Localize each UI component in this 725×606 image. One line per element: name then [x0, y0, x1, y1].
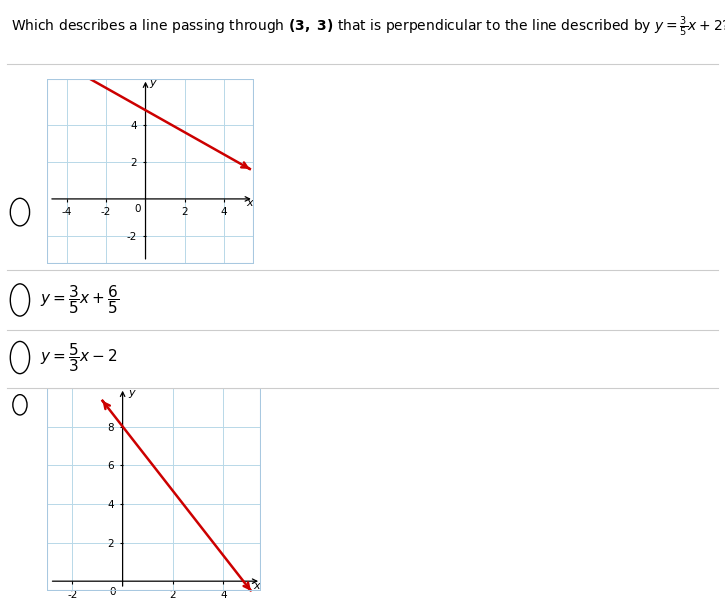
Text: 0: 0	[134, 204, 141, 215]
Text: $x$: $x$	[253, 581, 262, 591]
Text: $y = \dfrac{5}{3}x - 2$: $y = \dfrac{5}{3}x - 2$	[40, 341, 117, 374]
Text: $y$: $y$	[149, 78, 159, 90]
Text: 0: 0	[109, 587, 116, 597]
Text: $x$: $x$	[247, 198, 255, 208]
Text: Which describes a line passing through $\mathbf{(3,\ 3)}$ that is perpendicular : Which describes a line passing through $…	[11, 15, 725, 39]
Text: $y$: $y$	[128, 388, 136, 399]
Text: $y = \dfrac{3}{5}x + \dfrac{6}{5}$: $y = \dfrac{3}{5}x + \dfrac{6}{5}$	[40, 284, 119, 316]
